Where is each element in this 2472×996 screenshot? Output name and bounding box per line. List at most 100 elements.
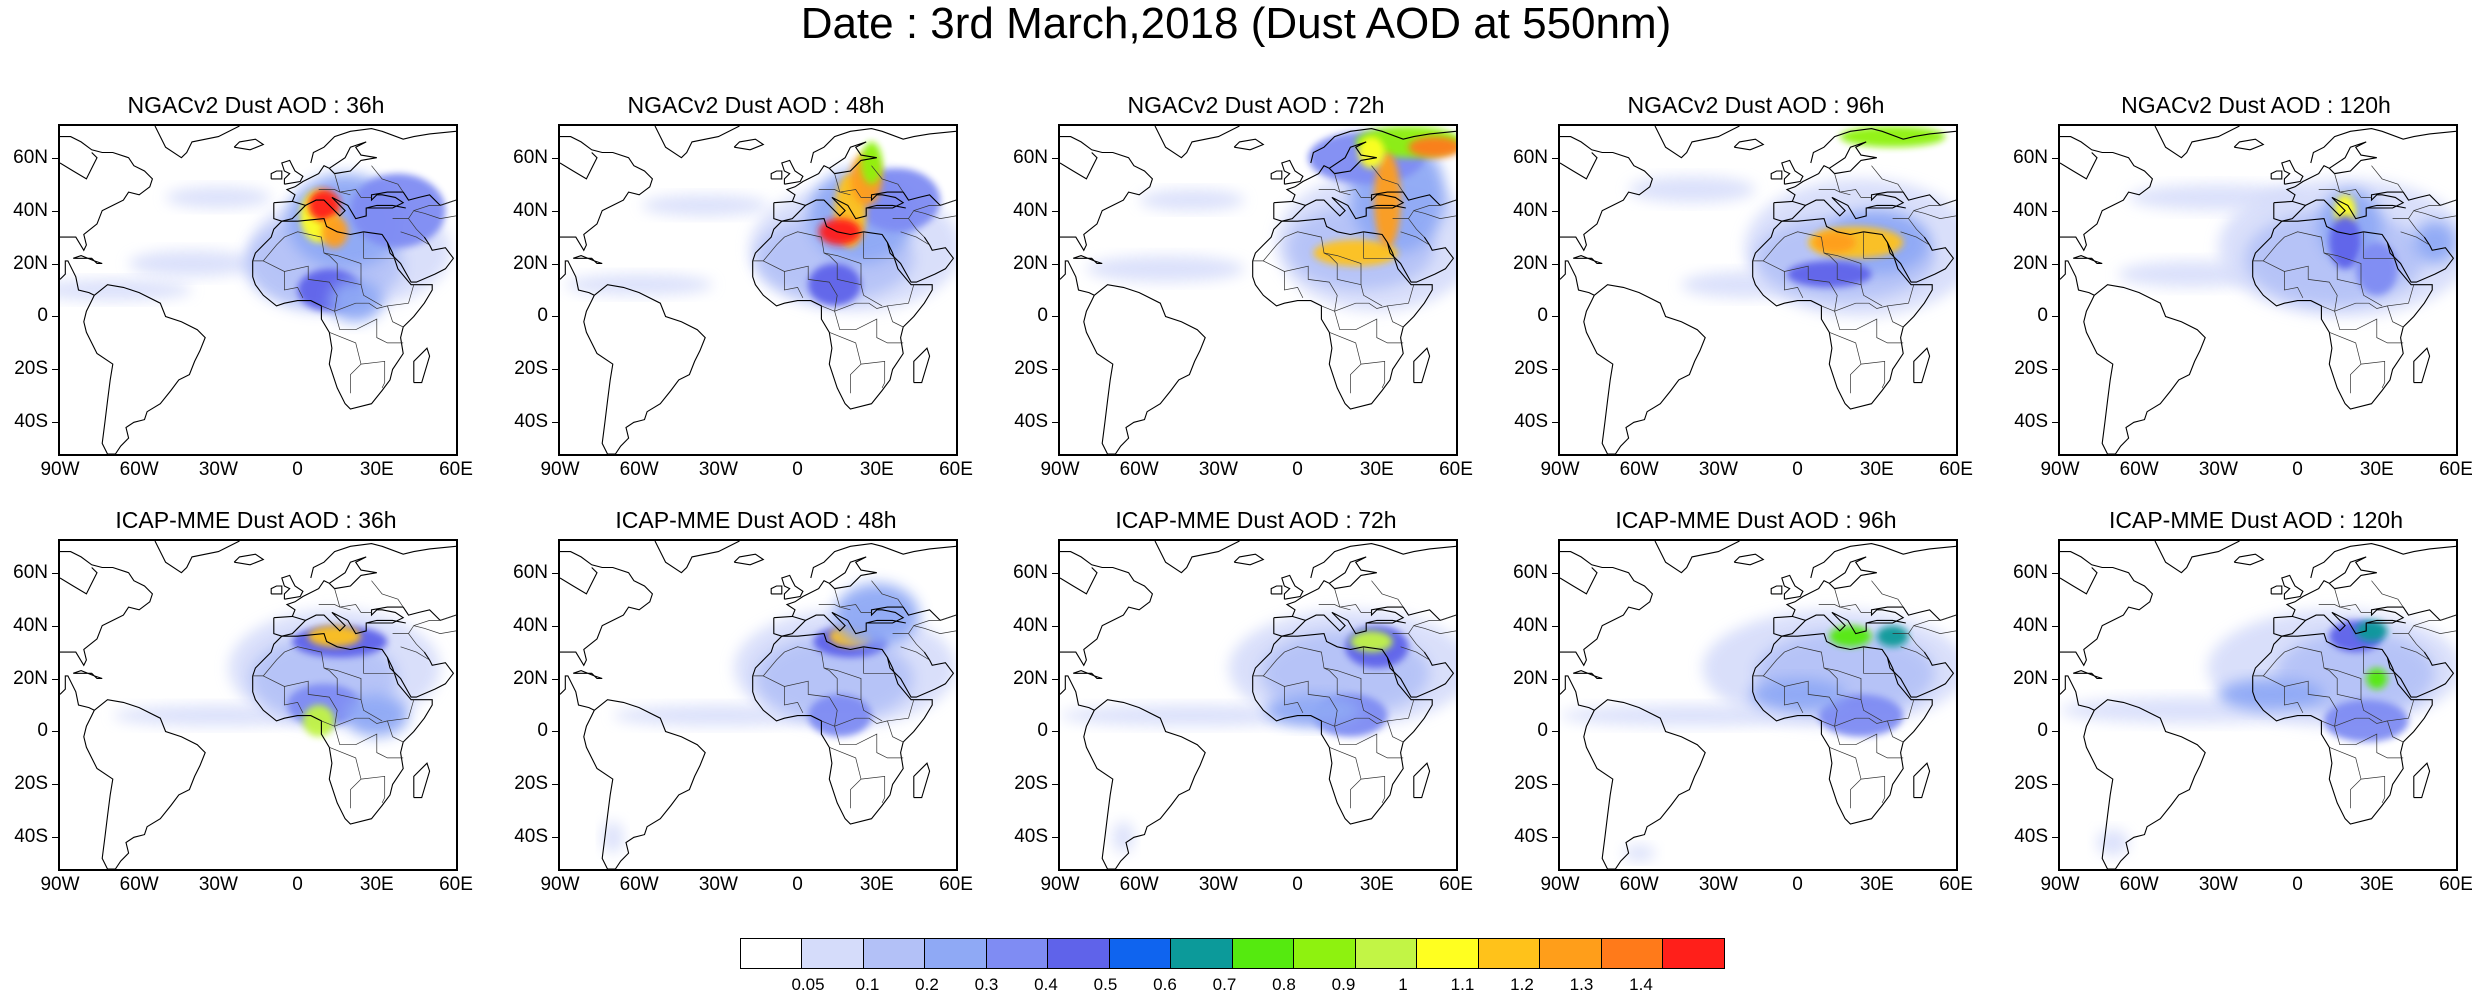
coastline	[785, 141, 877, 202]
longitude-label: 30W	[1698, 874, 1738, 895]
country-border	[1321, 720, 1404, 759]
latitude-label: 40N	[513, 199, 548, 221]
longitude-label: 90W	[540, 874, 580, 895]
panel-title: ICAP-MME Dust AOD : 36h	[115, 507, 397, 533]
longitude-label: 30E	[859, 459, 894, 480]
country-border	[1392, 218, 1425, 238]
longitude-label: 60E	[1439, 459, 1473, 480]
colorbar-label: 1.1	[1450, 975, 1475, 994]
longitude-label: 30W	[198, 459, 238, 480]
latitude-tick	[1052, 157, 1058, 159]
colorbar-label: 0.9	[1331, 975, 1356, 994]
country-border	[1860, 776, 1886, 804]
country-border	[408, 210, 456, 219]
country-border	[1363, 646, 1396, 674]
coastline-layer	[560, 126, 956, 454]
coastline	[1060, 152, 1098, 180]
latitude-label: 20N	[2013, 667, 2048, 689]
latitude-axis: 60N 40N 20N 0 20S 40S	[1998, 124, 2058, 456]
country-border	[892, 218, 925, 238]
panel-title: ICAP-MME Dust AOD : 120h	[2109, 507, 2403, 533]
latitude-tick	[2052, 422, 2058, 424]
latitude-tick	[1552, 316, 1558, 318]
coastline	[281, 574, 304, 600]
dust-plume	[1829, 625, 1872, 647]
latitude-tick	[1052, 784, 1058, 786]
country-border	[863, 231, 896, 259]
coastline	[781, 159, 804, 185]
latitude-tick	[552, 157, 558, 159]
coastline	[285, 141, 377, 202]
latitude-tick	[1552, 731, 1558, 733]
coastline	[413, 347, 431, 384]
coastline	[233, 138, 265, 151]
colorbar-label: 0.6	[1153, 975, 1177, 994]
dust-plume	[860, 141, 883, 185]
dust-plume	[1787, 260, 1872, 288]
dust-aod-map	[1060, 126, 1456, 454]
country-border	[913, 199, 956, 211]
colorbar-label: 1.4	[1629, 975, 1653, 994]
coastline	[1654, 126, 1740, 159]
longitude-label: 30W	[198, 874, 238, 895]
coastline	[1560, 260, 1595, 296]
country-border	[1413, 614, 1456, 626]
latitude-tick	[52, 316, 58, 318]
latitude-axis: 60N 40N 20N 0 20S 40S	[1498, 124, 1558, 456]
coastline	[1560, 152, 1598, 180]
coastline	[2305, 191, 2456, 220]
coastline	[1305, 191, 1456, 220]
coastline	[305, 606, 456, 635]
country-border	[413, 614, 456, 626]
longitude-label: 60E	[939, 459, 973, 480]
coastline-layer	[60, 126, 456, 454]
coastline	[2386, 236, 2455, 283]
country-border	[413, 199, 456, 211]
longitude-axis: 90W 60W 30W 0 30E 60E	[540, 456, 972, 482]
longitude-label: 60W	[119, 459, 159, 480]
country-border	[284, 271, 304, 299]
coastline	[1733, 138, 1765, 151]
country-border	[829, 331, 862, 394]
coastline	[1270, 170, 1283, 180]
coastline	[413, 762, 431, 799]
country-border	[321, 720, 404, 759]
latitude-tick	[1552, 784, 1558, 786]
longitude-label: 90W	[40, 459, 80, 480]
latitude-axis: 60N 40N 20N 0 20S 40S	[998, 124, 1058, 456]
country-border	[1323, 252, 1383, 307]
country-border	[2263, 260, 2388, 312]
longitude-axis: 90W 60W 30W 0 30E 60E	[1040, 456, 1472, 482]
map-panel: NGACv2 Dust AOD : 48h 60N 40N 20N 0 20S 40S 90W…	[513, 88, 973, 480]
coastline	[560, 136, 654, 252]
country-border	[2334, 588, 2372, 613]
country-border	[886, 699, 915, 743]
latitude-tick	[52, 837, 58, 839]
latitude-tick	[52, 625, 58, 627]
latitude-label: 60N	[2013, 561, 2048, 583]
coastline-layer	[1560, 126, 1956, 454]
coastline	[2310, 543, 2456, 579]
map-frame	[1558, 539, 1958, 871]
coastline	[2073, 670, 2103, 680]
latitude-axis: 60N 40N 20N 0 20S 40S	[0, 124, 58, 456]
longitude-label: 90W	[1540, 874, 1580, 895]
coastline	[1770, 170, 1783, 180]
coastline	[781, 574, 804, 600]
coastline	[273, 615, 307, 637]
panel-title: NGACv2 Dust AOD : 120h	[2121, 92, 2391, 118]
country-border	[1863, 646, 1896, 674]
coastline	[154, 126, 240, 159]
coastline	[1752, 633, 1933, 825]
country-border	[2400, 231, 2430, 246]
colorbar	[739, 938, 1725, 969]
colorbar-label: 1.2	[1510, 975, 1534, 994]
longitude-label: 30W	[1698, 459, 1738, 480]
latitude-tick	[552, 422, 558, 424]
longitude-label: 30W	[698, 874, 738, 895]
coastline	[2154, 126, 2240, 159]
latitude-tick	[2052, 210, 2058, 212]
country-border	[1400, 646, 1430, 661]
latitude-tick	[2052, 263, 2058, 265]
latitude-label: 20N	[513, 667, 548, 689]
